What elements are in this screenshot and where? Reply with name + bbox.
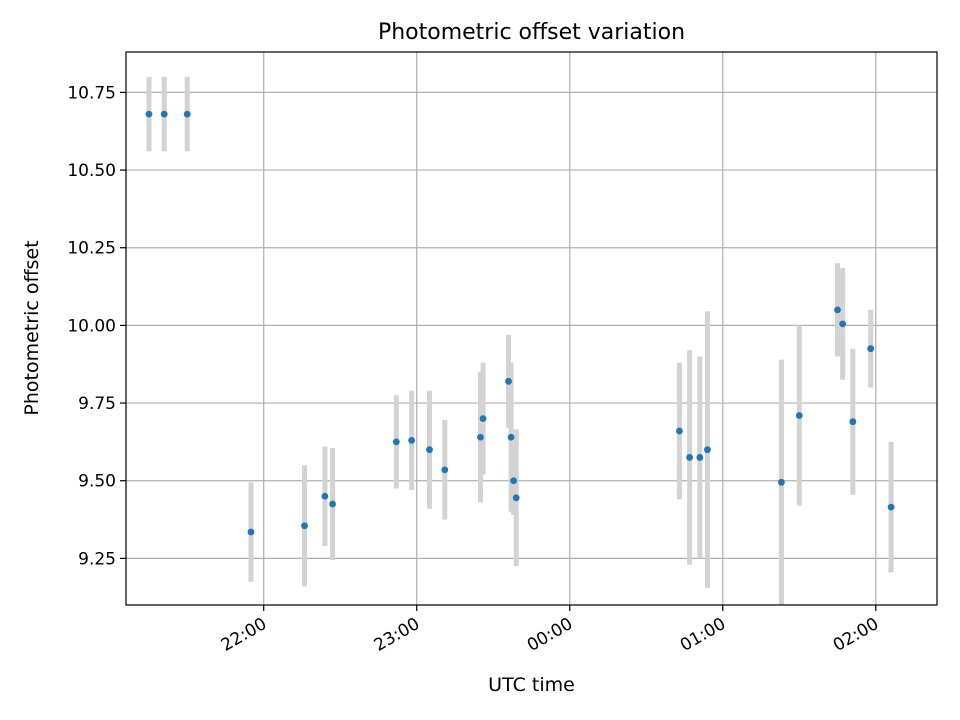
data-points	[145, 110, 895, 536]
data-point	[510, 477, 518, 485]
data-point	[183, 110, 191, 118]
x-axis-label: UTC time	[488, 674, 575, 696]
chart-title: Photometric offset variation	[378, 20, 685, 45]
y-axis-label: Photometric offset	[21, 240, 43, 415]
data-point	[507, 433, 515, 441]
y-tick-label: 9.50	[78, 472, 116, 492]
data-point	[160, 110, 168, 118]
data-point	[329, 500, 336, 508]
data-point	[795, 412, 803, 419]
data-point	[408, 436, 416, 444]
grid-lines	[126, 52, 937, 605]
y-tick-label: 10.25	[67, 239, 116, 259]
data-point	[686, 454, 694, 461]
y-axis-ticks: 9.25 9.50 9.75 10.00 10.25 10.50 10.75	[67, 83, 126, 569]
data-point	[441, 466, 449, 474]
data-point	[834, 306, 841, 314]
y-tick-label: 9.25	[78, 549, 116, 569]
data-point	[778, 478, 785, 486]
y-tick-label: 9.75	[78, 394, 116, 414]
data-point	[867, 345, 875, 353]
data-point	[839, 320, 847, 328]
data-point	[887, 503, 895, 511]
data-point	[512, 494, 520, 502]
data-point	[247, 528, 255, 536]
data-point	[392, 438, 400, 446]
plot-frame	[125, 51, 938, 606]
y-tick-label: 10.00	[67, 316, 116, 336]
y-tick-label: 10.50	[67, 161, 116, 181]
data-point	[505, 377, 512, 385]
data-point	[321, 492, 329, 500]
y-tick-label: 10.75	[67, 83, 116, 103]
data-point	[696, 454, 704, 461]
data-point	[426, 446, 433, 454]
data-point	[145, 110, 153, 118]
data-point	[704, 446, 711, 454]
data-point	[479, 415, 487, 422]
data-point	[849, 418, 857, 426]
data-point	[477, 433, 484, 441]
data-point	[676, 427, 683, 435]
data-point	[301, 522, 308, 530]
